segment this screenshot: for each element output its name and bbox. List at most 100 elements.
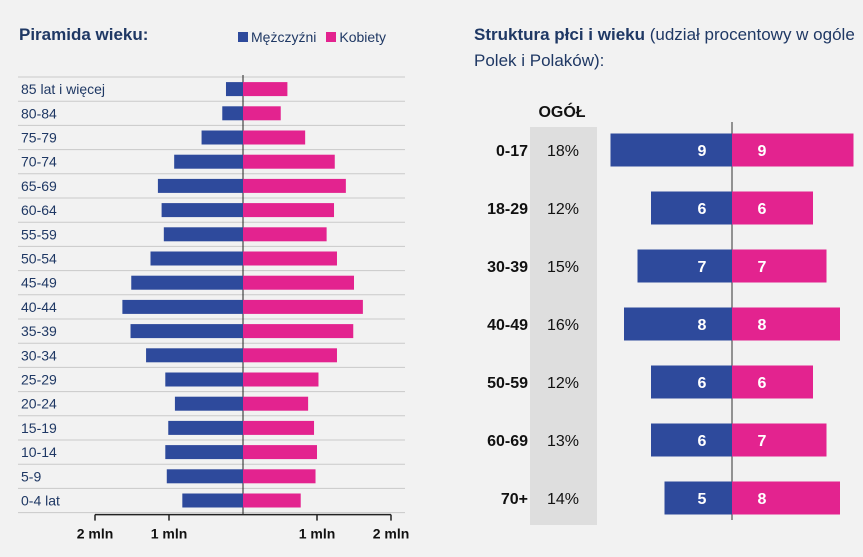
total-percent-label: 13% [547,433,579,450]
data-label-women: 6 [758,201,767,218]
bar-women [243,178,346,193]
legend-swatch-women [326,32,337,42]
bar-women [243,445,317,460]
bar-men [651,423,732,457]
age-group-label: 65-69 [21,178,57,194]
bar-men [131,275,243,290]
bar-men [637,249,732,283]
bar-women [732,249,827,283]
bar-men [624,307,732,341]
age-group-label: 30-34 [21,347,57,363]
bar-men [664,481,732,515]
data-label-women: 6 [758,375,767,392]
total-percent-label: 12% [547,201,579,218]
bar-women [243,227,327,242]
legend-item-men: Mężczyźni [238,29,316,45]
age-group-label: 20-24 [21,396,57,412]
age-category-label: 60-69 [487,433,528,450]
data-label-men: 9 [698,143,707,160]
pyramid-chart: 2 mln 1 mln 1 mln 2 mln 85 lat i więcej 80-84… [18,75,410,542]
pyramid-legend: Mężczyźni Kobiety [238,29,396,45]
bar-men [201,130,243,145]
bar-women [732,423,827,457]
bar-men [130,324,243,339]
bar-men [174,396,243,411]
bar-men [165,445,243,460]
bar-men [157,178,243,193]
age-category-label: 18-29 [487,201,528,218]
age-category-label: 50-59 [487,375,528,392]
x-tick-label: 2 mln [77,526,114,542]
bar-women [243,82,288,97]
age-group-label: 50-54 [21,251,57,267]
bar-women [243,154,335,169]
structure-title-bold: Struktura płci i wieku [474,25,645,44]
bar-men [651,365,732,399]
bar-women [732,191,813,225]
pyramid-title: Piramida wieku: [19,25,149,44]
age-group-label: 55-59 [21,226,57,242]
legend-item-women: Kobiety [326,29,386,45]
bar-women [732,133,854,167]
bar-men [150,251,243,266]
total-header: OGÓŁ [538,102,585,121]
bar-men [165,372,243,387]
bar-women [243,324,354,339]
bar-women [243,299,363,314]
bar-women [243,396,309,411]
bar-men [610,133,732,167]
age-group-label: 5-9 [21,468,41,484]
bar-men [225,82,243,97]
bar-men [146,348,243,363]
bar-women [243,420,315,435]
age-group-label: 0-4 lat [21,493,60,509]
age-category-label: 30-39 [487,259,528,276]
age-category-label: 40-49 [487,317,528,334]
age-group-label: 25-29 [21,372,57,388]
bar-men [161,203,243,218]
bar-women [243,469,316,484]
age-group-label: 35-39 [21,323,57,339]
age-category-label: 0-17 [496,143,528,160]
bar-women [243,348,337,363]
bar-women [243,203,335,218]
bar-women [732,481,840,515]
age-group-label: 45-49 [21,275,57,291]
data-label-women: 8 [758,491,767,508]
structure-chart: OGÓŁ 0-17 18% 9 9 18-29 12% 6 6 30-39 15% 7 7 40-49 16… [487,102,854,525]
legend-swatch-men [238,32,248,42]
data-label-men: 6 [698,201,707,218]
structure-title: Struktura płci i wieku (udział procentow… [474,22,859,74]
total-percent-label: 12% [547,375,579,392]
structure-title-rest: (udział procentowy w ogóle Polek i Polak… [474,25,855,70]
total-percent-label: 16% [547,317,579,334]
data-label-women: 7 [758,433,767,450]
data-label-men: 6 [698,433,707,450]
age-group-label: 60-64 [21,202,57,218]
bar-men [182,493,243,508]
bar-women [732,307,840,341]
age-group-label: 85 lat i więcej [21,81,105,97]
data-label-women: 8 [758,317,767,334]
x-tick-label: 2 mln [373,526,410,542]
x-tick-label: 1 mln [299,526,336,542]
data-label-women: 9 [758,143,767,160]
bar-women [243,493,301,508]
total-column-bg [530,127,597,525]
data-label-men: 5 [698,491,707,508]
age-group-label: 10-14 [21,444,57,460]
age-group-label: 75-79 [21,130,57,146]
age-group-label: 80-84 [21,105,57,121]
data-label-men: 7 [698,259,707,276]
data-label-men: 6 [698,375,707,392]
data-label-women: 7 [758,259,767,276]
bar-men [651,191,732,225]
total-percent-label: 18% [547,143,579,160]
legend-label-men: Mężczyźni [251,29,317,45]
bar-women [243,372,319,387]
x-tick-label: 1 mln [151,526,188,542]
bar-women [732,365,813,399]
bar-women [243,275,354,290]
bar-men [122,299,243,314]
age-group-label: 40-44 [21,299,57,315]
